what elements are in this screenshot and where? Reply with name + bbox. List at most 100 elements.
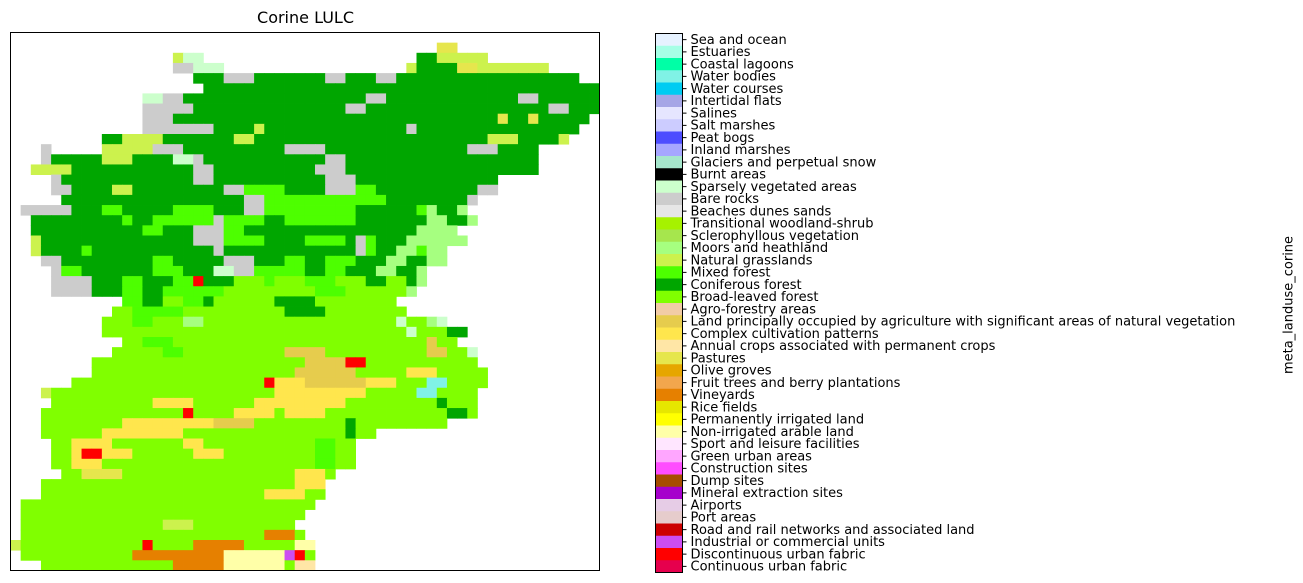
map-cell (172, 184, 184, 196)
map-cell (71, 458, 82, 470)
colorbar-tick-label: Inland marshes (691, 143, 791, 158)
map-cell (264, 509, 275, 521)
map-cell (315, 408, 326, 419)
map-cell (426, 397, 438, 409)
map-cell (162, 377, 174, 389)
map-cell (152, 103, 164, 115)
map-cell (365, 286, 377, 297)
map-cell (274, 560, 285, 571)
map-cell (264, 316, 275, 328)
map-cell (183, 286, 194, 297)
map-cell (497, 134, 509, 145)
map-cell (142, 550, 153, 561)
map-cell (213, 540, 225, 551)
map-cell (203, 438, 214, 450)
map-cell (294, 205, 306, 216)
map-cell (304, 174, 316, 186)
map-cell (142, 428, 153, 439)
map-cell (335, 215, 346, 226)
map-cell (284, 408, 296, 419)
map-cell (112, 550, 123, 561)
colorbar-tick-label: Mixed forest (691, 266, 771, 281)
map-cell (416, 377, 428, 389)
map-cell (81, 408, 93, 419)
map-cell (294, 418, 306, 429)
map-cell (457, 387, 468, 399)
map-cell (335, 408, 346, 419)
map-cell (132, 255, 143, 267)
map-cell (396, 215, 407, 226)
map-cell (112, 489, 123, 500)
map-cell (172, 306, 184, 318)
map-cell (112, 540, 123, 551)
map-cell (396, 134, 407, 145)
map-cell (416, 174, 428, 186)
map-cell (203, 489, 214, 500)
map-cell (355, 225, 367, 236)
map-cell (91, 499, 103, 510)
map-cell (142, 347, 153, 358)
map-cell (112, 184, 123, 196)
map-cell (132, 316, 143, 328)
map-cell (345, 387, 356, 399)
map-cell (457, 164, 468, 175)
map-cell (101, 408, 113, 419)
map-cell (152, 164, 164, 175)
map-cell (274, 499, 285, 510)
map-cell (61, 550, 72, 561)
map-cell (112, 468, 123, 480)
map-cell (152, 540, 164, 551)
map-cell (243, 103, 255, 115)
map-cell (193, 52, 204, 64)
map-cell (335, 174, 346, 186)
map-cell (213, 499, 225, 510)
map-cell (446, 184, 458, 196)
map-cell (30, 509, 42, 521)
map-cell (243, 255, 255, 267)
map-cell (122, 509, 133, 521)
map-cell (396, 235, 407, 247)
map-cell (375, 154, 387, 165)
map-cell (396, 255, 407, 267)
map-cell (172, 113, 184, 125)
map-cell (122, 540, 133, 551)
map-cell (386, 113, 397, 125)
map-cell (436, 164, 448, 175)
map-cell (213, 276, 225, 287)
map-cell (345, 418, 356, 429)
colorbar-swatch (655, 278, 683, 292)
map-cell (193, 93, 204, 104)
map-cell (304, 144, 316, 155)
map-cell (61, 428, 72, 439)
map-cell (274, 489, 285, 500)
map-cell (51, 448, 62, 460)
map-cell (61, 387, 72, 399)
map-cell (162, 296, 174, 307)
map-cell (294, 550, 306, 561)
map-cell (71, 519, 82, 531)
map-cell (284, 489, 296, 500)
map-cell (284, 265, 296, 277)
map-cell (436, 174, 448, 186)
map-cell (183, 255, 194, 267)
map-cell (396, 347, 407, 358)
map-cell (122, 448, 133, 460)
map-cell (528, 164, 539, 175)
map-cell (386, 123, 397, 135)
map-cell (122, 265, 133, 277)
map-cell (112, 144, 123, 155)
map-cell (20, 205, 32, 216)
map-cell (406, 276, 417, 287)
map-cell (467, 62, 478, 74)
map-cell (152, 215, 164, 226)
colorbar-tick-label: Sport and leisure facilities (691, 437, 860, 452)
map-cell (528, 73, 539, 84)
map-cell (487, 113, 499, 125)
map-cell (71, 205, 82, 216)
map-cell (132, 418, 143, 429)
map-cell (132, 306, 143, 318)
map-cell (254, 418, 265, 429)
map-cell (81, 225, 93, 236)
map-cell (345, 448, 356, 460)
map-cell (467, 93, 478, 104)
